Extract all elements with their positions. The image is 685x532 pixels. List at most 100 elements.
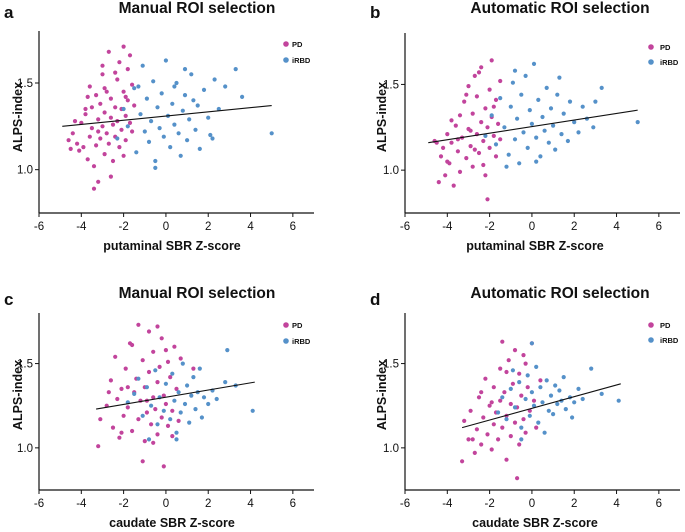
panel-a-pd-point bbox=[121, 44, 126, 49]
panel-c-pd-point bbox=[159, 415, 164, 420]
panel-a-irbd-point bbox=[170, 101, 175, 106]
panel-b-pd-point bbox=[491, 133, 496, 138]
panel-d-xtick-label: 6 bbox=[656, 498, 662, 510]
panel-a-pd-point bbox=[125, 67, 130, 72]
panel-b-legend-pd-marker bbox=[648, 44, 654, 50]
panel-a-irbd-point bbox=[125, 124, 130, 129]
panel-a-pd-point bbox=[127, 120, 133, 125]
panel-a-pd-point bbox=[123, 138, 128, 143]
panel-a-legend-pd: PD bbox=[292, 40, 303, 49]
panel-c-pd-point bbox=[136, 322, 141, 327]
panel-b-irbd-point bbox=[635, 120, 640, 125]
panel-d-pd-point bbox=[504, 369, 509, 375]
panel-b-pd-point bbox=[436, 180, 441, 185]
panel-c-irbd-point bbox=[189, 393, 194, 398]
panel-d-pd-point bbox=[523, 361, 528, 366]
panel-c-pd-point bbox=[151, 440, 156, 445]
panel-c-ytick-label: 1.5 bbox=[17, 359, 33, 371]
panel-a-pd-point bbox=[113, 70, 118, 75]
panel-b-pd-point bbox=[462, 99, 467, 104]
panel-c-irbd-point bbox=[146, 437, 152, 442]
panel-d-pd-point bbox=[460, 459, 465, 464]
panel-b-pd-point bbox=[441, 145, 446, 150]
panel-c-irbd-point bbox=[214, 396, 219, 402]
panel-d-irbd-point bbox=[548, 393, 554, 398]
panel-b-ylabel: ALPS-index bbox=[375, 82, 389, 152]
panel-c-pd-point bbox=[155, 324, 160, 329]
panel-c-pd-point bbox=[113, 354, 118, 359]
panel-d-irbd-point bbox=[546, 408, 551, 413]
panel-a-pd-point bbox=[108, 115, 113, 120]
panel-b-legend-irbd: iRBD bbox=[660, 58, 679, 67]
panel-c-irbd-point bbox=[178, 410, 183, 415]
panel-d-irbd-point bbox=[519, 437, 524, 442]
panel-d-irbd-point bbox=[523, 396, 528, 402]
panel-d-pd-point bbox=[468, 408, 473, 413]
panel-d-legend-pd-marker bbox=[648, 322, 654, 328]
panel-c-pd-point bbox=[96, 444, 101, 449]
panel-a-pd-point bbox=[108, 174, 113, 179]
panel-c-letter: c bbox=[4, 290, 13, 309]
panel-c-pd-point bbox=[163, 348, 168, 353]
panel-c-irbd-point bbox=[206, 401, 211, 407]
panel-c-irbd-point bbox=[170, 371, 175, 376]
panel-a-ylabel: ALPS-index bbox=[11, 82, 25, 152]
panel-c-pd-point bbox=[121, 413, 126, 418]
panel-a-pd-point bbox=[113, 105, 118, 110]
panel-c-pd-point bbox=[168, 375, 173, 380]
panel-c-irbd-point bbox=[161, 408, 166, 413]
panel-d-irbd-point bbox=[536, 420, 541, 425]
panel-c-pd-point bbox=[157, 364, 162, 369]
panel-d-xtick-label: 0 bbox=[529, 498, 535, 510]
panel-d-irbd-point bbox=[555, 401, 560, 407]
panel-c-pd-point bbox=[140, 358, 145, 363]
panel-a-pd-point bbox=[104, 89, 109, 94]
panel-c-pd-point bbox=[146, 369, 152, 375]
panel-d-pd-point bbox=[474, 427, 479, 432]
panel-b-xtick-label: -2 bbox=[484, 221, 494, 233]
panel-a-pd-point bbox=[98, 101, 103, 106]
panel-a-irbd-point bbox=[212, 77, 217, 82]
panel-b-pd-point bbox=[468, 144, 473, 149]
panel-a-pd-point bbox=[81, 145, 86, 150]
panel-c-irbd-point bbox=[176, 390, 181, 395]
panel-a-xlabel: putaminal SBR Z-score bbox=[103, 239, 241, 253]
panel-b-pd-point bbox=[455, 149, 460, 154]
panel-a-pd-point bbox=[83, 106, 88, 112]
panel-b-pd-point bbox=[472, 73, 477, 78]
panel-c-legend-irbd: iRBD bbox=[292, 337, 311, 346]
panel-d-irbd-point bbox=[599, 391, 604, 396]
panel-c-pd-point bbox=[170, 434, 175, 439]
panel-a-irbd-point bbox=[172, 122, 177, 127]
panel-a-pd-point bbox=[91, 164, 97, 169]
panel-a-xtick-label: -6 bbox=[34, 221, 44, 233]
panel-b-pd-point bbox=[457, 113, 463, 118]
panel-c-irbd-point bbox=[187, 420, 192, 425]
panel-b-pd-point bbox=[481, 138, 486, 144]
panel-a-xtick-label: 6 bbox=[290, 221, 296, 233]
panel-b-pd-point bbox=[493, 154, 499, 159]
panel-a-irbd-point bbox=[174, 80, 179, 86]
panel-b-irbd-point bbox=[502, 125, 507, 130]
panel-d-pd-point bbox=[523, 430, 528, 435]
panel-c-irbd-point bbox=[199, 415, 204, 420]
panel-b-pd-point bbox=[481, 162, 486, 168]
panel-b-pd-point bbox=[496, 121, 501, 126]
panel-a-pd-point bbox=[89, 126, 94, 131]
panel-b-irbd-point bbox=[557, 75, 562, 80]
panel-c-pd-point bbox=[165, 359, 171, 364]
panel-a-irbd-point bbox=[201, 87, 207, 92]
panel-d-pd-point bbox=[506, 358, 511, 363]
panel-b-xtick-label: 4 bbox=[613, 221, 620, 233]
panel-a-irbd-point bbox=[180, 108, 185, 113]
panel-c-regression-line bbox=[96, 381, 255, 410]
panel-b-irbd-point bbox=[538, 154, 543, 159]
panel-c-ytick-label: 1.0 bbox=[17, 443, 33, 455]
panel-d-irbd-point bbox=[580, 396, 585, 402]
panel-c-irbd-point bbox=[172, 398, 177, 403]
panel-b-pd-point bbox=[468, 128, 473, 133]
panel-b-pd-point bbox=[445, 159, 450, 164]
panel-a-pd-point bbox=[96, 129, 101, 134]
panel-d-pd-point bbox=[517, 371, 522, 376]
panel-a-legend-pd-marker bbox=[283, 41, 289, 47]
